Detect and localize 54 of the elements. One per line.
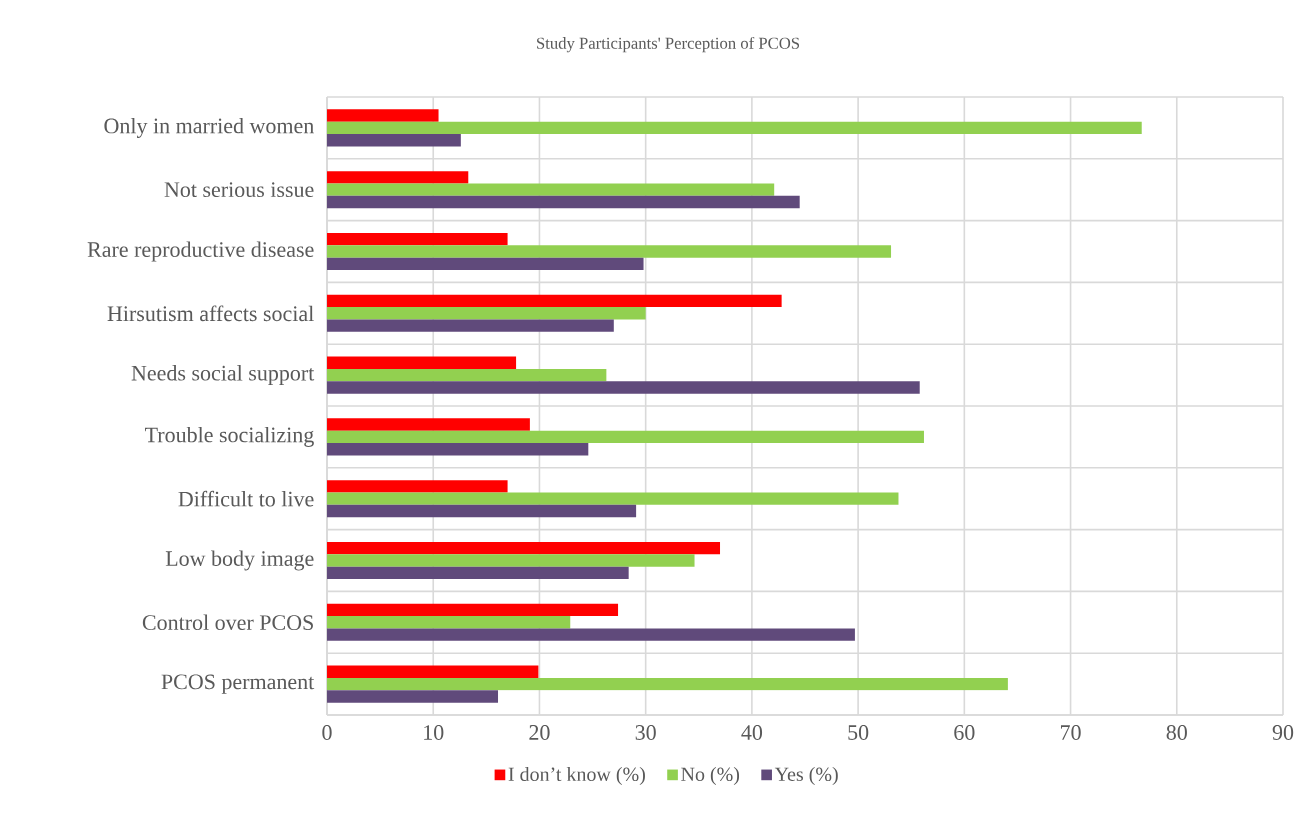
bar bbox=[327, 195, 800, 209]
bar bbox=[327, 430, 924, 444]
x-tick-label: 30 bbox=[635, 725, 656, 740]
bar bbox=[327, 603, 619, 617]
x-tick-label: 80 bbox=[1166, 725, 1187, 740]
bar bbox=[327, 554, 695, 567]
bar bbox=[327, 492, 899, 505]
bar bbox=[327, 134, 461, 147]
bar bbox=[327, 677, 1008, 691]
y-tick-label: Control over PCOS bbox=[142, 614, 313, 631]
legend-label: No (%) bbox=[681, 766, 740, 786]
y-tick-label: Difficult to live bbox=[178, 490, 314, 507]
legend-label: I don’t know (%) bbox=[508, 766, 645, 786]
y-tick-label: Trouble socializing bbox=[145, 426, 314, 447]
bar bbox=[327, 418, 530, 431]
y-tick-label: PCOS permanent bbox=[161, 674, 315, 694]
legend-label: Yes (%) bbox=[774, 766, 838, 786]
bar bbox=[327, 356, 517, 369]
bar bbox=[327, 381, 920, 394]
bar bbox=[327, 480, 508, 493]
x-tick-label: 60 bbox=[954, 725, 975, 740]
bar bbox=[327, 566, 629, 580]
x-tick-label: 0 bbox=[322, 725, 332, 740]
bar bbox=[327, 183, 775, 196]
x-tick-label: 70 bbox=[1061, 725, 1081, 740]
y-tick-label: Needs social support bbox=[131, 365, 315, 386]
bar bbox=[327, 665, 539, 678]
bar bbox=[327, 368, 607, 382]
x-tick-label: 10 bbox=[424, 725, 444, 740]
bar bbox=[327, 294, 782, 308]
x-tick-label: 40 bbox=[741, 725, 763, 740]
y-tick-label: Only in married women bbox=[104, 117, 314, 138]
x-tick-label: 50 bbox=[848, 725, 869, 740]
y-tick-label: Not serious issue bbox=[164, 182, 314, 198]
bar bbox=[327, 541, 721, 555]
y-tick-label: Hirsutism affects social bbox=[107, 305, 314, 322]
bar bbox=[327, 121, 1142, 135]
bar bbox=[327, 616, 571, 629]
x-tick-label: 90 bbox=[1272, 725, 1294, 740]
bar bbox=[327, 307, 646, 320]
bar bbox=[327, 171, 469, 184]
bar bbox=[327, 245, 892, 258]
y-tick-label: Low body image bbox=[165, 550, 314, 571]
bar bbox=[327, 109, 439, 122]
bar bbox=[327, 628, 855, 641]
bar bbox=[327, 690, 499, 703]
bar bbox=[327, 443, 589, 456]
bar bbox=[327, 504, 637, 518]
bar bbox=[327, 257, 644, 271]
y-tick-label: Rare reproductive disease bbox=[87, 241, 314, 262]
chart-title: Study Participants' Perception of PCOS bbox=[537, 36, 800, 53]
bar bbox=[327, 232, 508, 246]
bar bbox=[327, 319, 614, 332]
x-tick-label: 20 bbox=[529, 725, 550, 740]
